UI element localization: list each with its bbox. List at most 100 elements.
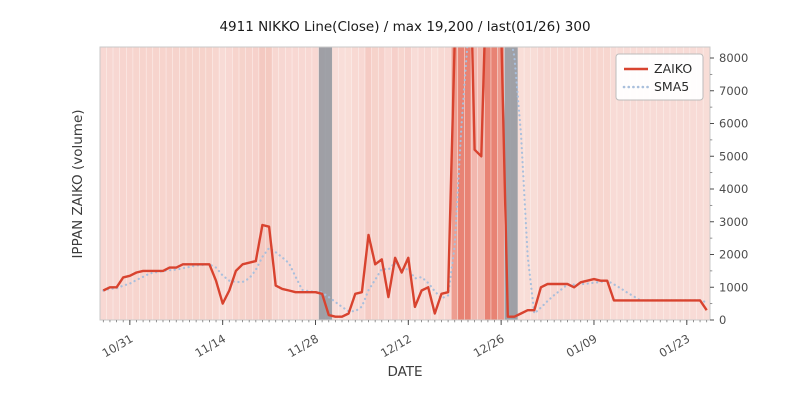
day-band — [305, 47, 312, 320]
data-lines — [102, 47, 708, 318]
y-tick-label: 2000 — [719, 248, 748, 262]
x-tick-label: 11/28 — [285, 331, 321, 360]
day-band — [365, 47, 372, 320]
day-band — [670, 47, 677, 320]
day-band — [623, 47, 630, 320]
day-band — [663, 47, 670, 320]
day-band — [491, 47, 498, 320]
day-band — [192, 47, 199, 320]
day-band — [159, 47, 166, 320]
day-band — [471, 47, 478, 320]
day-band — [199, 47, 206, 320]
day-band — [179, 47, 186, 320]
day-band — [530, 47, 538, 320]
day-band — [146, 47, 153, 320]
day-band — [298, 47, 306, 320]
day-band — [637, 47, 644, 320]
day-band — [656, 47, 664, 320]
day-band — [153, 47, 160, 320]
gray-band — [504, 47, 518, 320]
plot-border — [99, 46, 711, 321]
legend-label: SMA5 — [654, 79, 689, 94]
day-band — [444, 47, 451, 320]
background-day-bands — [100, 47, 710, 320]
x-tick-label: 12/26 — [471, 331, 507, 360]
day-band — [119, 47, 127, 320]
day-band — [411, 47, 418, 320]
day-band — [232, 47, 239, 320]
day-band — [265, 47, 272, 320]
day-band — [544, 47, 551, 320]
day-band — [703, 47, 710, 320]
day-band — [292, 47, 299, 320]
day-band — [603, 47, 611, 320]
day-band — [524, 47, 531, 320]
day-band — [570, 47, 577, 320]
day-band — [696, 47, 703, 320]
chart-title: 4911 NIKKO Line(Close) / max 19,200 / la… — [219, 19, 590, 35]
day-band — [259, 47, 266, 320]
day-band — [371, 47, 378, 320]
x-tick-label: 01/23 — [657, 331, 693, 360]
day-band — [690, 47, 697, 320]
day-band — [424, 47, 432, 320]
day-band — [391, 47, 398, 320]
day-band — [550, 47, 557, 320]
day-band — [683, 47, 690, 320]
day-band — [245, 47, 252, 320]
day-band — [338, 47, 345, 320]
day-band — [206, 47, 213, 320]
day-band — [617, 47, 624, 320]
day-band — [517, 47, 524, 320]
day-band — [537, 47, 544, 320]
day-band — [577, 47, 584, 320]
day-band — [279, 47, 286, 320]
day-band — [458, 47, 465, 320]
day-band — [139, 47, 146, 320]
day-band — [438, 47, 445, 320]
y-tick-label: 5000 — [719, 149, 748, 163]
day-band — [497, 47, 504, 320]
zaiko-line — [102, 47, 708, 318]
day-band — [212, 47, 219, 320]
day-band — [630, 47, 637, 320]
x-tick-label: 10/31 — [100, 331, 136, 360]
day-band — [126, 47, 133, 320]
day-band — [451, 47, 458, 320]
plot-background — [100, 47, 710, 320]
day-band — [418, 47, 425, 320]
day-band — [643, 47, 650, 320]
x-tick-label: 01/09 — [564, 331, 600, 360]
day-band — [584, 47, 591, 320]
legend-label: ZAIKO — [654, 61, 692, 76]
day-band — [219, 47, 226, 320]
y-tick-label: 3000 — [719, 215, 748, 229]
y-tick-label: 4000 — [719, 182, 748, 196]
day-band — [405, 47, 412, 320]
x-tick-label: 12/12 — [378, 331, 414, 360]
day-band — [431, 47, 438, 320]
day-band — [113, 47, 120, 320]
day-band — [106, 47, 113, 320]
day-band — [477, 47, 485, 320]
day-band — [225, 47, 233, 320]
day-band — [332, 47, 339, 320]
day-band — [272, 47, 279, 320]
day-band — [166, 47, 173, 320]
gray-highlight-bands — [318, 47, 518, 320]
legend-box — [615, 53, 704, 101]
day-band — [650, 47, 657, 320]
day-band — [385, 47, 392, 320]
day-band — [312, 47, 319, 320]
day-band — [345, 47, 352, 320]
day-band — [597, 47, 604, 320]
day-band — [464, 47, 471, 320]
gray-band — [318, 47, 333, 320]
day-band — [590, 47, 597, 320]
day-band — [252, 47, 259, 320]
day-band — [186, 47, 193, 320]
day-band — [564, 47, 571, 320]
day-band — [172, 47, 180, 320]
day-band — [398, 47, 405, 320]
